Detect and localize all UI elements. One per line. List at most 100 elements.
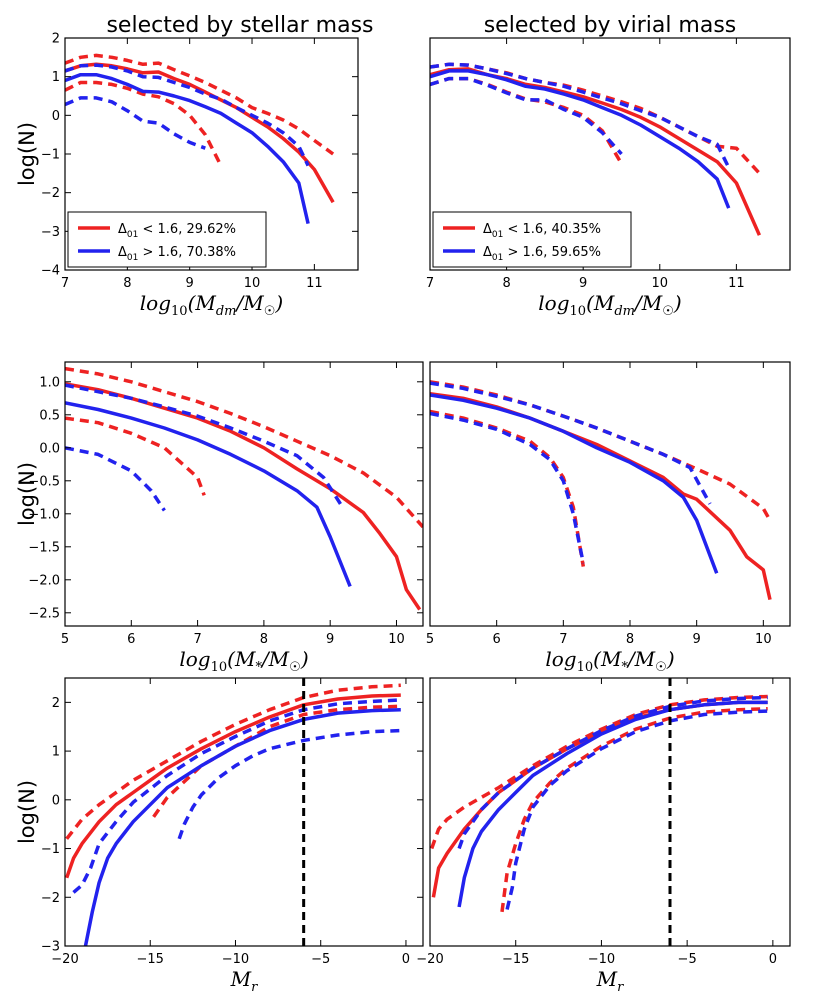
r3c1-ytick-label: 2: [52, 696, 60, 711]
r1c2-xtick-label: 7: [426, 276, 434, 291]
r2c2-xtick-label: 8: [626, 632, 634, 647]
r3c1-red-lower-line: [152, 704, 401, 818]
r2c2-xtick-label: 7: [559, 632, 567, 647]
r2c1-xtick-label: 6: [127, 632, 135, 647]
r1c1-y-axis-label: log(N): [15, 122, 39, 186]
r2c1-ytick-label: 0.0: [39, 441, 60, 456]
r3c2-x-axis-label: Mr: [596, 967, 624, 995]
r1c1-blue-upper-line: [65, 63, 310, 167]
r3c2-blue-lower-line: [505, 709, 768, 910]
column-title-right: selected by virial mass: [484, 13, 737, 38]
r1c2-xtick-label: 11: [728, 276, 745, 291]
r2c1-xtick-label: 8: [260, 632, 268, 647]
r3c2-red-lower-line: [500, 706, 768, 913]
r2c1-red-solid-line: [65, 382, 422, 611]
r1c1-x-axis-label: log10(Mdm/M☉): [140, 291, 283, 319]
r2c2-xtick-label: 6: [493, 632, 501, 647]
r3c1-blue-solid-line: [83, 707, 401, 946]
r3c2-xtick-label: −10: [588, 952, 615, 967]
r3c1-red-upper-line: [65, 683, 401, 840]
r2c1-frame: [64, 361, 424, 627]
r2c2-x-axis-label: log10(M*/M☉): [545, 647, 674, 675]
r1c2-xtick-label: 10: [652, 276, 669, 291]
r1c2-x-axis-label: log10(Mdm/M☉): [538, 291, 681, 319]
r2c1-y-axis-label: log(N): [15, 462, 39, 526]
r3c1-blue-lower-line: [177, 728, 401, 840]
r3c1-x-axis-label: Mr: [230, 967, 258, 995]
r2c1-blue-solid-line: [65, 401, 352, 588]
r1c2-red-upper-line: [430, 62, 761, 175]
r2c2-blue-upper-line: [430, 381, 712, 505]
r3c1-blue-upper-line: [72, 698, 401, 894]
r1c1-legend-label-blue: Δ01 > 1.6, 70.38%: [118, 245, 236, 263]
r3c1-red-solid-line: [65, 693, 401, 879]
r2c2-xtick-label: 5: [426, 632, 434, 647]
r3c1-xtick-label: 0: [402, 952, 410, 967]
r3c1-xtick-label: −10: [222, 952, 249, 967]
r1c1-ytick-label: 1: [52, 70, 60, 85]
column-title-left: selected by stellar mass: [106, 13, 373, 38]
r3c1-xtick-label: −15: [137, 952, 164, 967]
r3c1-ytick-label: −3: [41, 940, 60, 955]
r3c2-blue-solid-line: [457, 700, 768, 908]
r3c1-xtick-label: −20: [51, 952, 78, 967]
r1c1-xtick-label: 7: [61, 276, 69, 291]
r2c2-red-lower-line: [430, 409, 586, 567]
panel-r3c2: −20 −15 −10 −5 0 Mr: [416, 677, 791, 995]
r1c1-ytick-label: −1: [41, 148, 60, 163]
r2c2-xtick-label: 9: [693, 632, 701, 647]
r1c1-blue-solid-line: [65, 72, 310, 224]
r2c1-xtick-label: 10: [388, 632, 405, 647]
panel-r1c1: 7 8 9 10 11 −4 −3 −2 −1 0 1 2 log10(Mdm/M☉) log(N) Δ01…: [15, 32, 359, 319]
r1c1-ytick-label: −3: [41, 225, 60, 240]
r1c2-blue-lower-line: [430, 76, 623, 156]
r2c1-ytick-label: −0.5: [28, 474, 60, 489]
r3c2-xtick-label: −5: [678, 952, 697, 967]
r2c1-xtick-label: 9: [326, 632, 334, 647]
r2c1-ytick-label: −2.0: [28, 573, 60, 588]
r2c2-xtick-label: 10: [755, 632, 772, 647]
r3c1-ytick-label: −2: [41, 891, 60, 906]
r2c2-frame: [429, 361, 791, 627]
r1c2-legend: Δ01 < 1.6, 40.35% Δ01 > 1.6, 59.65%: [432, 211, 632, 268]
r2c1-red-upper-line: [65, 366, 423, 529]
panel-r2c2: 5 6 7 8 9 10 log10(M*/M☉): [426, 361, 791, 675]
r2c2-blue-solid-line: [430, 393, 719, 574]
r3c2-xtick-label: 0: [769, 952, 777, 967]
r1c1-blue-lower-line: [65, 96, 206, 150]
r3c2-frame: [429, 677, 791, 947]
r3c1-ytick-label: −1: [41, 842, 60, 857]
r1c1-legend-label-red: Δ01 < 1.6, 29.62%: [118, 222, 236, 240]
r2c1-ytick-label: −2.5: [28, 606, 60, 621]
r3c2-xtick-label: −15: [502, 952, 529, 967]
r2c1-xtick-label: 5: [61, 632, 69, 647]
r3c1-ytick-label: 1: [52, 745, 60, 760]
r2c1-ytick-label: 1.0: [39, 375, 60, 390]
r1c2-blue-solid-line: [430, 69, 731, 209]
r1c2-xtick-label: 9: [579, 276, 587, 291]
panel-r2c1: 5 6 7 8 9 10 −2.5 −2.0 −1.5 −1.0 −0.5 0.0 0.5 1.0 log1…: [15, 361, 424, 675]
r2c2-blue-lower-line: [430, 411, 586, 564]
r1c2-legend-box: [432, 211, 632, 268]
r3c1-y-axis-label: log(N): [15, 780, 39, 844]
r2c1-ytick-label: 0.5: [39, 408, 60, 423]
r1c1-xtick-label: 11: [306, 276, 323, 291]
r3c2-xtick-label: −20: [416, 952, 443, 967]
r1c1-ytick-label: 0: [52, 109, 60, 124]
r2c1-red-lower-line: [65, 416, 206, 496]
r2c1-xtick-label: 7: [193, 632, 201, 647]
r3c2-blue-upper-line: [457, 695, 768, 850]
r1c1-xtick-label: 8: [123, 276, 131, 291]
r1c1-red-solid-line: [65, 62, 335, 204]
r3c2-red-upper-line: [430, 694, 768, 850]
r2c1-x-axis-label: log10(M*/M☉): [179, 647, 308, 675]
r1c1-ytick-label: −2: [41, 186, 60, 201]
r1c1-xtick-label: 9: [186, 276, 194, 291]
r1c2-blue-upper-line: [430, 62, 731, 169]
r3c1-frame: [64, 677, 424, 947]
r1c1-ytick-label: −4: [41, 264, 60, 279]
r1c2-frame: [429, 37, 791, 271]
r3c1-ytick-label: 0: [52, 793, 60, 808]
